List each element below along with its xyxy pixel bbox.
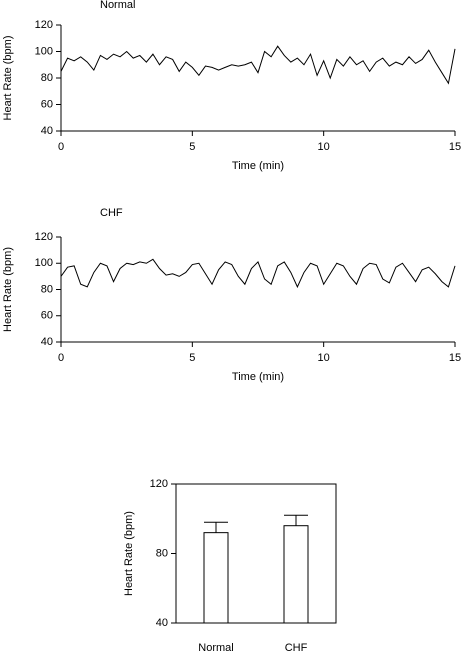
x-tick-label: 10: [318, 141, 330, 153]
y-tick-label: 60: [41, 98, 53, 110]
plot-frame: [175, 483, 337, 624]
y-tick-label: 120: [150, 478, 168, 490]
x-axis-label: Time (min): [232, 160, 284, 172]
y-axis-label: Heart Rate (bpm): [2, 36, 14, 121]
x-tick-label: Normal: [198, 642, 233, 654]
trace: [60, 45, 456, 85]
y-tick-label: 80: [41, 72, 53, 84]
y-axis-label: Heart Rate (bpm): [123, 511, 135, 596]
chart-title: Normal: [100, 0, 135, 11]
x-tick-label: 5: [189, 141, 195, 153]
x-axis-label: Time (min): [232, 371, 284, 383]
bar: [203, 532, 229, 624]
y-tick-label: 40: [41, 336, 53, 348]
x-tick-label: 0: [58, 141, 64, 153]
y-tick-label: 60: [41, 310, 53, 322]
chart-title: CHF: [100, 207, 123, 219]
y-tick-label: 80: [41, 283, 53, 295]
y-tick-label: 80: [156, 547, 168, 559]
x-tick-label: 15: [449, 352, 461, 364]
x-tick-label: 0: [58, 352, 64, 364]
y-axis-label: Heart Rate (bpm): [2, 247, 14, 332]
y-tick-label: 120: [35, 231, 53, 243]
trace: [60, 258, 456, 289]
y-tick-label: 100: [35, 257, 53, 269]
x-tick-label: 15: [449, 141, 461, 153]
x-tick-label: 5: [189, 352, 195, 364]
y-tick-label: 100: [35, 45, 53, 57]
y-tick-label: 40: [156, 617, 168, 629]
y-tick-label: 40: [41, 125, 53, 137]
bar: [283, 525, 309, 624]
x-tick-label: CHF: [285, 642, 308, 654]
x-tick-label: 10: [318, 352, 330, 364]
y-tick-label: 120: [35, 19, 53, 31]
